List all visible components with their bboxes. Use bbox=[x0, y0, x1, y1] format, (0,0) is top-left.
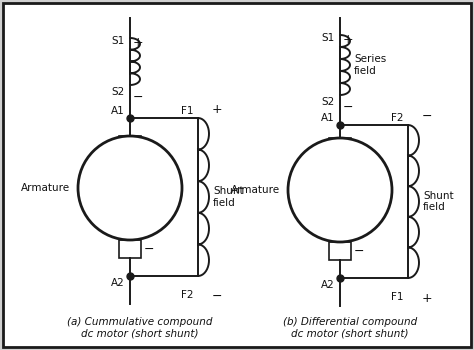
Text: S2: S2 bbox=[322, 97, 335, 107]
Text: +: + bbox=[343, 33, 354, 46]
Text: Shunt
field: Shunt field bbox=[213, 186, 244, 208]
Text: A1: A1 bbox=[111, 106, 125, 116]
Text: −: − bbox=[422, 110, 432, 123]
Circle shape bbox=[288, 138, 392, 242]
Text: S1: S1 bbox=[112, 36, 125, 46]
FancyBboxPatch shape bbox=[329, 242, 351, 260]
Text: −: − bbox=[144, 243, 155, 256]
Circle shape bbox=[78, 136, 182, 240]
Text: (a) Cummulative compound
dc motor (short shunt): (a) Cummulative compound dc motor (short… bbox=[67, 317, 213, 339]
Text: S2: S2 bbox=[112, 87, 125, 97]
Text: +: + bbox=[212, 103, 223, 116]
Text: F1: F1 bbox=[182, 106, 194, 116]
Text: Series
field: Series field bbox=[354, 54, 386, 76]
Text: −: − bbox=[354, 245, 365, 258]
Text: +: + bbox=[133, 36, 144, 49]
Text: Shunt
field: Shunt field bbox=[423, 191, 454, 212]
Text: +: + bbox=[354, 140, 365, 154]
Text: F1: F1 bbox=[392, 292, 404, 302]
Text: A2: A2 bbox=[111, 278, 125, 288]
Text: F2: F2 bbox=[182, 290, 194, 300]
Text: F2: F2 bbox=[392, 113, 404, 123]
Text: +: + bbox=[422, 292, 433, 305]
FancyBboxPatch shape bbox=[329, 138, 351, 156]
Text: −: − bbox=[212, 290, 222, 303]
Text: +: + bbox=[144, 139, 155, 152]
Text: (b) Differential compound
dc motor (short shunt): (b) Differential compound dc motor (shor… bbox=[283, 317, 417, 339]
FancyBboxPatch shape bbox=[119, 136, 141, 154]
Text: −: − bbox=[343, 101, 354, 114]
Text: S1: S1 bbox=[322, 33, 335, 43]
FancyBboxPatch shape bbox=[3, 3, 471, 347]
Text: A1: A1 bbox=[321, 113, 335, 123]
FancyBboxPatch shape bbox=[119, 240, 141, 258]
Text: A2: A2 bbox=[321, 280, 335, 290]
Text: −: − bbox=[133, 91, 144, 104]
Text: Armature: Armature bbox=[21, 183, 70, 193]
Text: Armature: Armature bbox=[231, 185, 280, 195]
